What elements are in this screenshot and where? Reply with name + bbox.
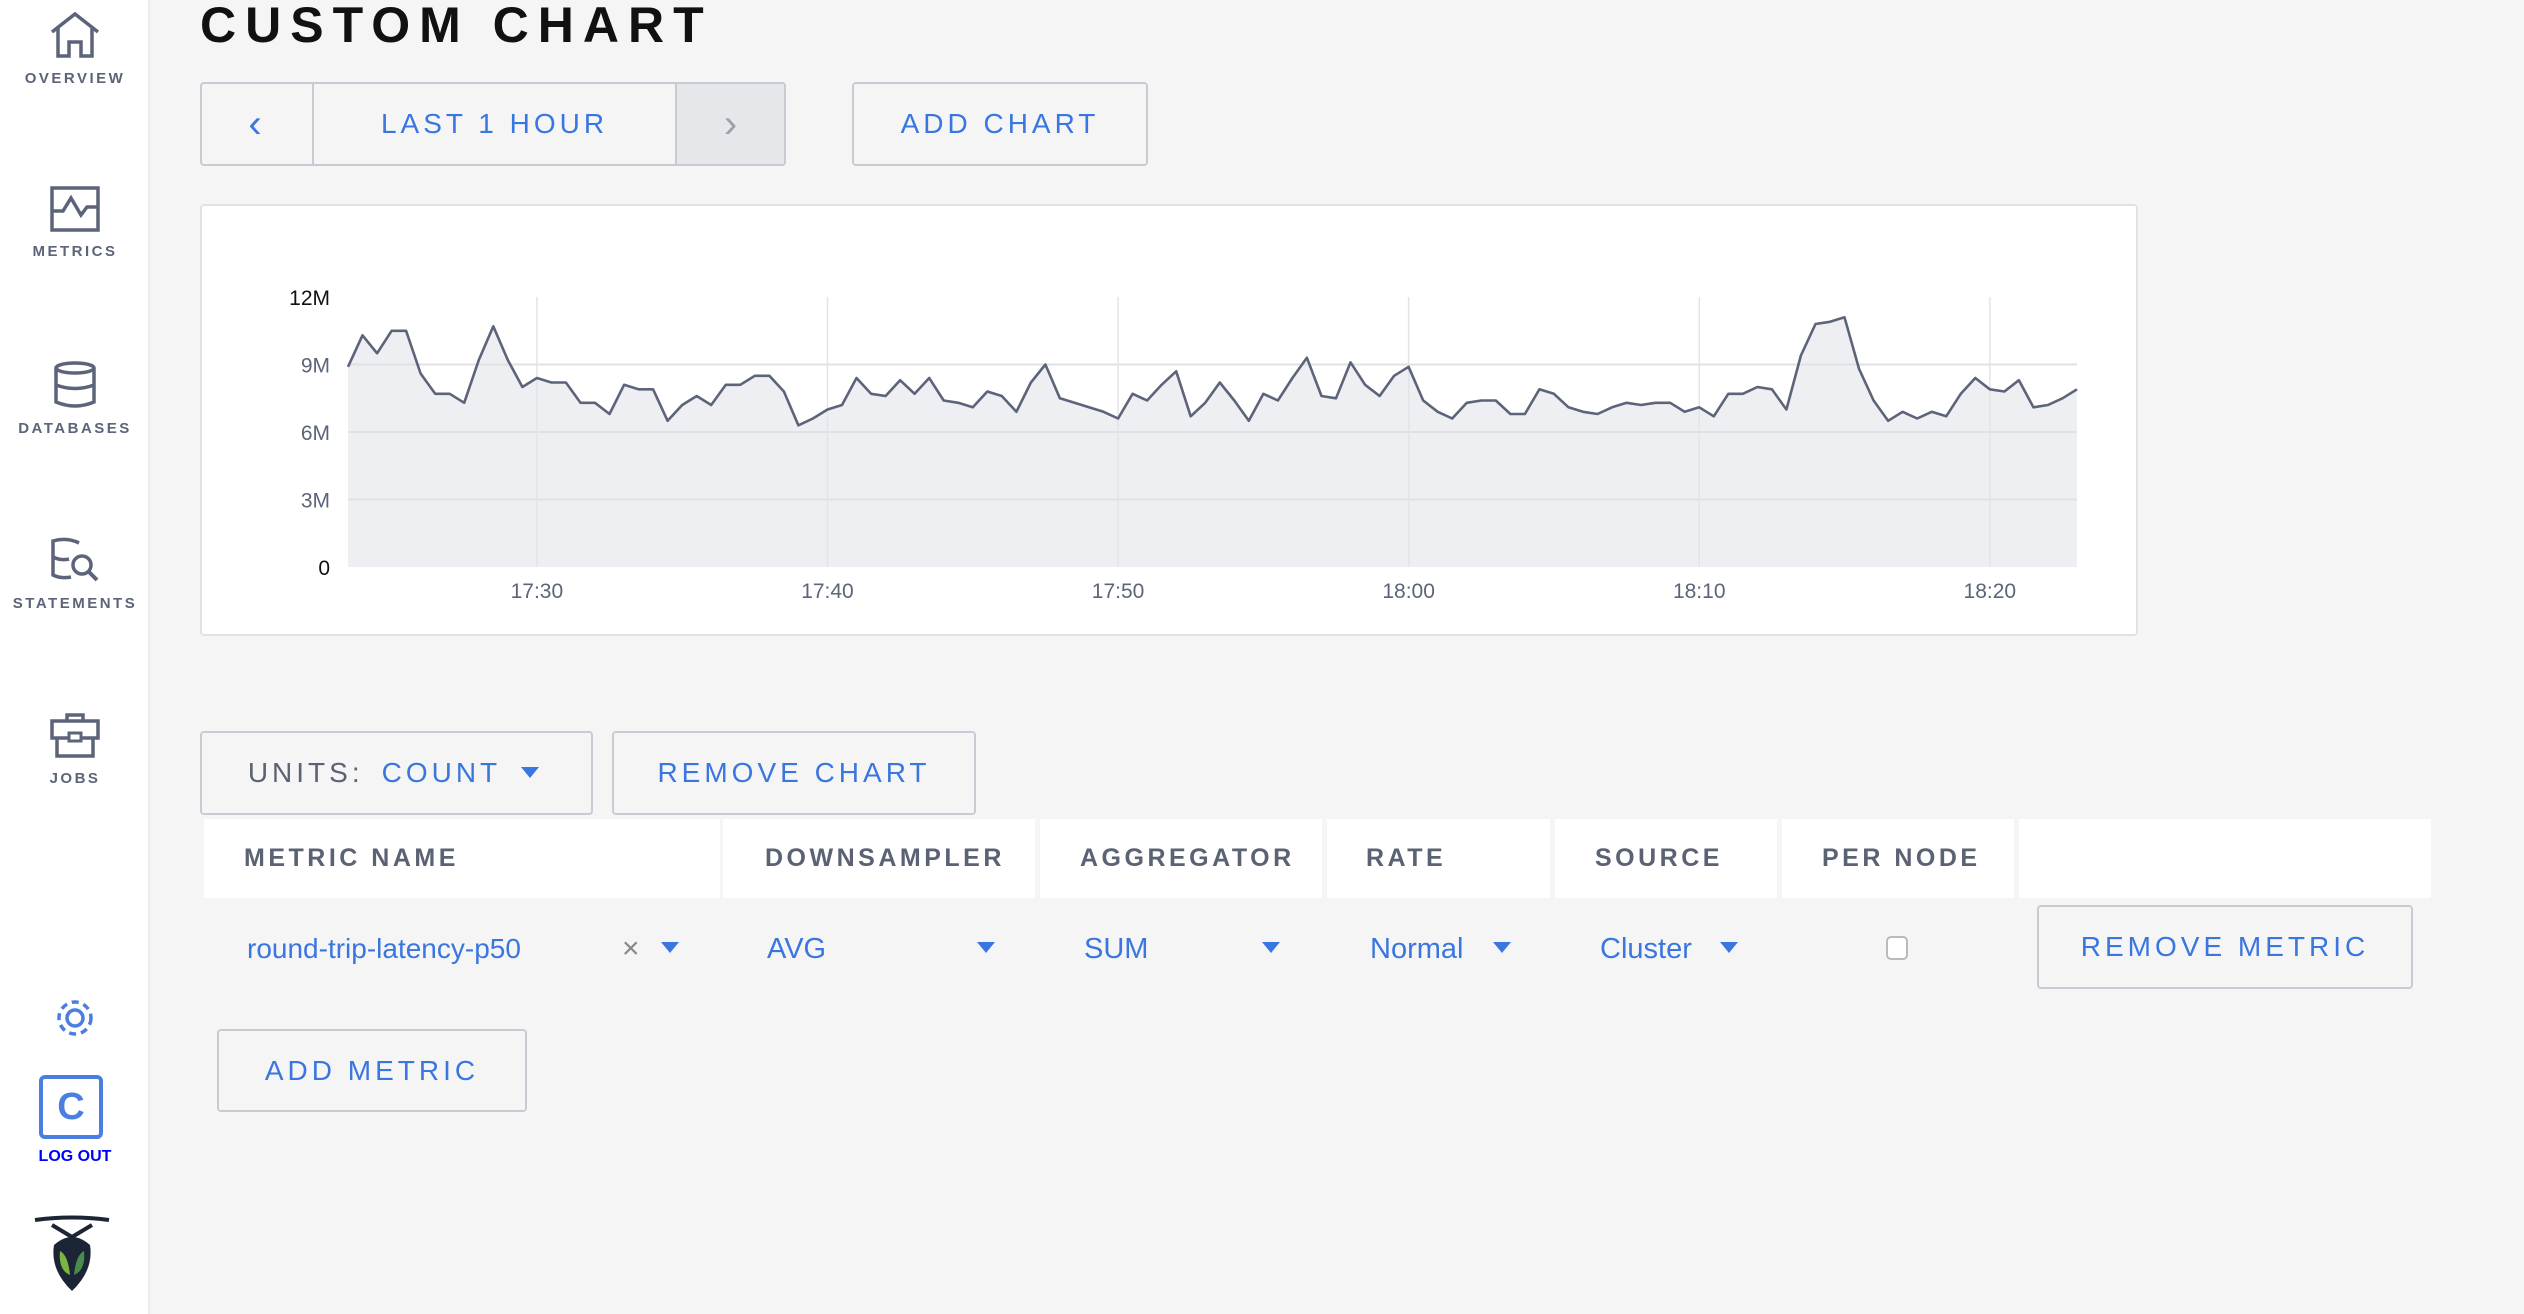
metrics-icon	[50, 186, 100, 232]
clear-metric-icon[interactable]: ×	[622, 932, 640, 965]
units-label: UNITS:	[247, 757, 364, 788]
remove-chart-button[interactable]: REMOVE CHART	[612, 731, 976, 815]
sidebar-item-databases[interactable]: DATABASES	[0, 360, 150, 437]
source-select[interactable]: Cluster	[1600, 932, 1692, 965]
downsampler-chevron-down-icon[interactable]	[977, 942, 995, 953]
sidebar-item-label: OVERVIEW	[24, 70, 126, 87]
y-tick-label: 0	[318, 557, 330, 580]
rate-select[interactable]: Normal	[1370, 932, 1464, 965]
sidebar-item-jobs[interactable]: JOBS	[0, 712, 150, 787]
x-tick-label: 17:50	[1092, 580, 1145, 603]
metric-chevron-down-icon[interactable]	[661, 942, 679, 953]
sidebar-item-label: DATABASES	[18, 420, 132, 437]
header-actions	[2019, 819, 2431, 898]
header-per-node: PER NODE	[1782, 819, 2014, 898]
x-tick-label: 18:10	[1673, 580, 1726, 603]
area-fill	[348, 317, 2077, 567]
line-chart: 0 3M 6M 9M 12M 17:30 17:40 17:50 18:00 18:10 18:20	[289, 287, 2078, 603]
sidebar-item-label: JOBS	[49, 770, 101, 787]
sidebar: OVERVIEW METRICS DATABASES STATEMENTS JO…	[0, 0, 150, 1314]
y-tick-label: 9M	[301, 355, 330, 378]
add-chart-button[interactable]: ADD CHART	[852, 82, 1148, 166]
sidebar-item-overview[interactable]: OVERVIEW	[0, 10, 150, 87]
avatar[interactable]: C	[39, 1075, 103, 1139]
x-tick-label: 17:40	[801, 580, 854, 603]
header-downsampler: DOWNSAMPLER	[723, 819, 1035, 898]
source-chevron-down-icon[interactable]	[1720, 942, 1738, 953]
header-metric-name: METRIC NAME	[204, 819, 720, 898]
logout-link[interactable]: LOG OUT	[38, 1148, 112, 1165]
per-node-checkbox[interactable]	[1886, 936, 1908, 960]
cockroach-logo-icon	[34, 1215, 110, 1291]
chart-card: 0 3M 6M 9M 12M 17:30 17:40 17:50 18:00 18:10 18:20	[200, 204, 2138, 636]
aggregator-chevron-down-icon[interactable]	[1262, 942, 1280, 953]
chevron-down-icon	[515, 767, 545, 779]
metric-name-select[interactable]: round-trip-latency-p50	[247, 933, 521, 964]
aggregator-select[interactable]: SUM	[1084, 932, 1149, 965]
statements-icon	[51, 537, 99, 582]
x-tick-label: 17:30	[511, 580, 564, 603]
rate-chevron-down-icon[interactable]	[1493, 942, 1511, 953]
series-line	[346, 316, 2078, 427]
y-tick-label: 6M	[301, 422, 330, 445]
units-value: COUNT	[381, 757, 502, 788]
gear-icon[interactable]	[51, 996, 99, 1040]
sidebar-item-statements[interactable]: STATEMENTS	[0, 535, 150, 612]
time-next-button[interactable]: ›	[675, 84, 784, 164]
sidebar-item-label: METRICS	[32, 243, 118, 260]
header-aggregator: AGGREGATOR	[1040, 819, 1322, 898]
downsampler-select[interactable]: AVG	[767, 932, 827, 965]
time-range-selector: ‹ LAST 1 HOUR ›	[200, 82, 786, 166]
remove-metric-button[interactable]: REMOVE METRIC	[2037, 905, 2413, 989]
header-source: SOURCE	[1555, 819, 1777, 898]
units-dropdown[interactable]: UNITS: COUNT	[200, 731, 593, 815]
sidebar-item-label: STATEMENTS	[12, 595, 138, 612]
header-rate: RATE	[1327, 819, 1550, 898]
database-icon	[54, 361, 96, 408]
page-title: CUSTOM CHART	[200, 0, 713, 53]
x-tick-label: 18:20	[1964, 580, 2017, 603]
time-range-label[interactable]: LAST 1 HOUR	[380, 108, 609, 139]
y-tick-label: 3M	[301, 490, 330, 513]
add-metric-button[interactable]: ADD METRIC	[217, 1029, 527, 1112]
home-icon	[50, 11, 100, 58]
y-tick-label: 12M	[289, 287, 330, 310]
time-prev-button[interactable]: ‹	[202, 84, 314, 164]
briefcase-icon	[50, 713, 100, 758]
sidebar-item-metrics[interactable]: METRICS	[0, 185, 150, 260]
x-tick-label: 18:00	[1382, 580, 1435, 603]
